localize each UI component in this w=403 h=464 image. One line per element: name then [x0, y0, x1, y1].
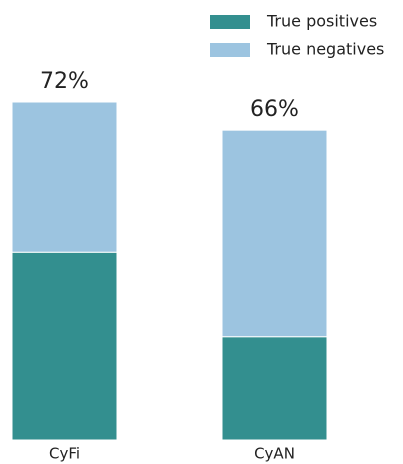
- legend-label: True positives: [266, 12, 377, 31]
- bar-segment: [11, 251, 118, 441]
- x-tick-label: CyFi: [49, 445, 80, 463]
- bar-segment: [221, 129, 328, 338]
- x-tick-label: CyAN: [254, 445, 295, 463]
- legend-label: True negatives: [266, 40, 384, 59]
- total-label: 72%: [40, 69, 89, 94]
- bar-segment: [221, 336, 328, 441]
- bar-segment: [11, 101, 118, 253]
- legend-swatch: [210, 43, 250, 57]
- legend-swatch: [210, 15, 250, 29]
- total-label: 66%: [250, 97, 299, 122]
